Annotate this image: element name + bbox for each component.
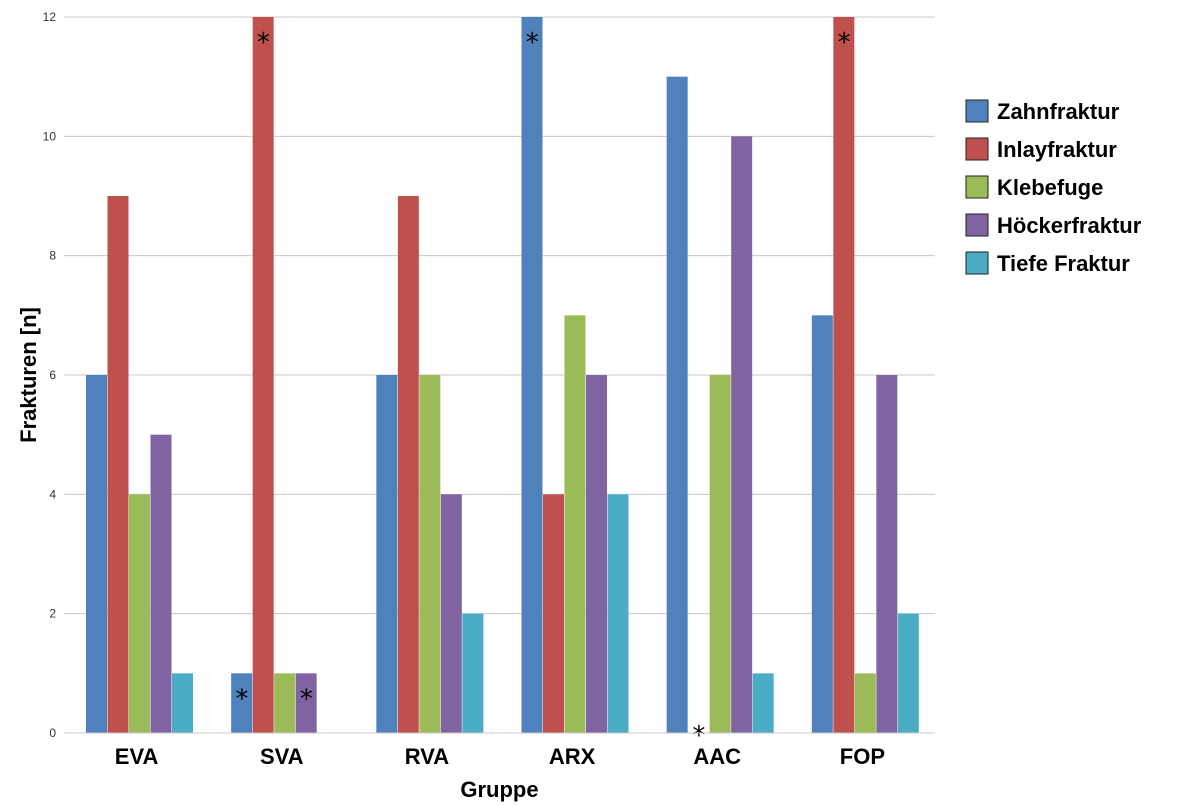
bar-aac-4 xyxy=(731,136,753,734)
bar-arx-3 xyxy=(564,315,586,733)
bar-sva-4 xyxy=(295,673,317,733)
annotations: * * * * * * xyxy=(235,28,850,751)
y-tick-label: 2 xyxy=(49,607,56,621)
bar-rva-3 xyxy=(419,375,441,733)
y-tick-label: 10 xyxy=(43,129,57,143)
legend-swatch xyxy=(965,99,989,123)
legend-label: Inlayfraktur xyxy=(997,137,1117,162)
annotation-star: * xyxy=(838,28,851,58)
annotation-star: * xyxy=(300,684,313,714)
bar-eva-1 xyxy=(86,375,107,733)
bar-aac-3 xyxy=(709,375,731,733)
bar-eva-2 xyxy=(107,196,129,733)
x-tick-label: SVA xyxy=(260,744,304,769)
bar-eva-3 xyxy=(129,494,150,733)
legend-swatch xyxy=(965,175,989,199)
bar-arx-5 xyxy=(607,494,629,733)
bar-eva-5 xyxy=(172,673,193,733)
bar-fop-2 xyxy=(833,17,855,733)
bar-rva-2 xyxy=(397,196,419,733)
legend: Zahnfraktur Inlayfraktur Klebefuge Höckerfr… xyxy=(965,99,1142,276)
x-tick-label: EVA xyxy=(115,744,159,769)
x-axis-title: Gruppe xyxy=(460,777,538,802)
y-tick-label: 6 xyxy=(49,368,56,382)
annotation-star: * xyxy=(526,28,539,58)
bar-fop-3 xyxy=(854,673,876,733)
y-tick-label: 8 xyxy=(49,249,56,263)
annotation-star: * xyxy=(692,721,705,751)
bar-sva-1 xyxy=(231,673,253,733)
bar-sva-2 xyxy=(252,17,274,733)
x-tick-label: ARX xyxy=(549,744,596,769)
x-tick-label: FOP xyxy=(840,744,885,769)
bar-arx-4 xyxy=(586,375,607,733)
bar-aac-5 xyxy=(752,673,774,733)
bar-rva-4 xyxy=(440,494,462,733)
gridlines xyxy=(64,16,935,734)
bar-fop-1 xyxy=(811,315,833,733)
bar-fop-5 xyxy=(897,613,919,733)
y-axis-ticks: 0 2 4 6 8 10 12 xyxy=(43,10,57,740)
y-axis-title: Frakturen [n] xyxy=(16,307,41,443)
legend-swatch xyxy=(965,251,989,275)
legend-label: Klebefuge xyxy=(997,175,1103,200)
x-tick-label: RVA xyxy=(405,744,450,769)
x-tick-label: AAC xyxy=(693,744,741,769)
annotation-star: * xyxy=(257,28,270,58)
bar-rva-1 xyxy=(376,375,398,733)
annotation-star: * xyxy=(235,684,248,714)
legend-label: Zahnfraktur xyxy=(997,99,1120,124)
bar-arx-1 xyxy=(521,17,543,733)
y-tick-label: 12 xyxy=(43,10,57,24)
legend-label: Höckerfraktur xyxy=(997,213,1142,238)
legend-swatch xyxy=(965,213,989,237)
bar-sva-3 xyxy=(274,673,296,733)
bar-arx-2 xyxy=(543,494,564,733)
legend-label: Tiefe Fraktur xyxy=(997,251,1130,276)
bar-eva-4 xyxy=(150,434,172,733)
bar-fop-4 xyxy=(876,375,898,733)
bar-aac-1 xyxy=(666,76,688,733)
y-tick-label: 0 xyxy=(49,726,56,740)
y-tick-label: 4 xyxy=(49,487,56,501)
legend-swatch xyxy=(965,137,989,161)
bar-rva-5 xyxy=(462,613,484,733)
bars xyxy=(86,17,919,734)
x-axis-categories: EVA SVA RVA ARX AAC FOP xyxy=(115,744,885,769)
